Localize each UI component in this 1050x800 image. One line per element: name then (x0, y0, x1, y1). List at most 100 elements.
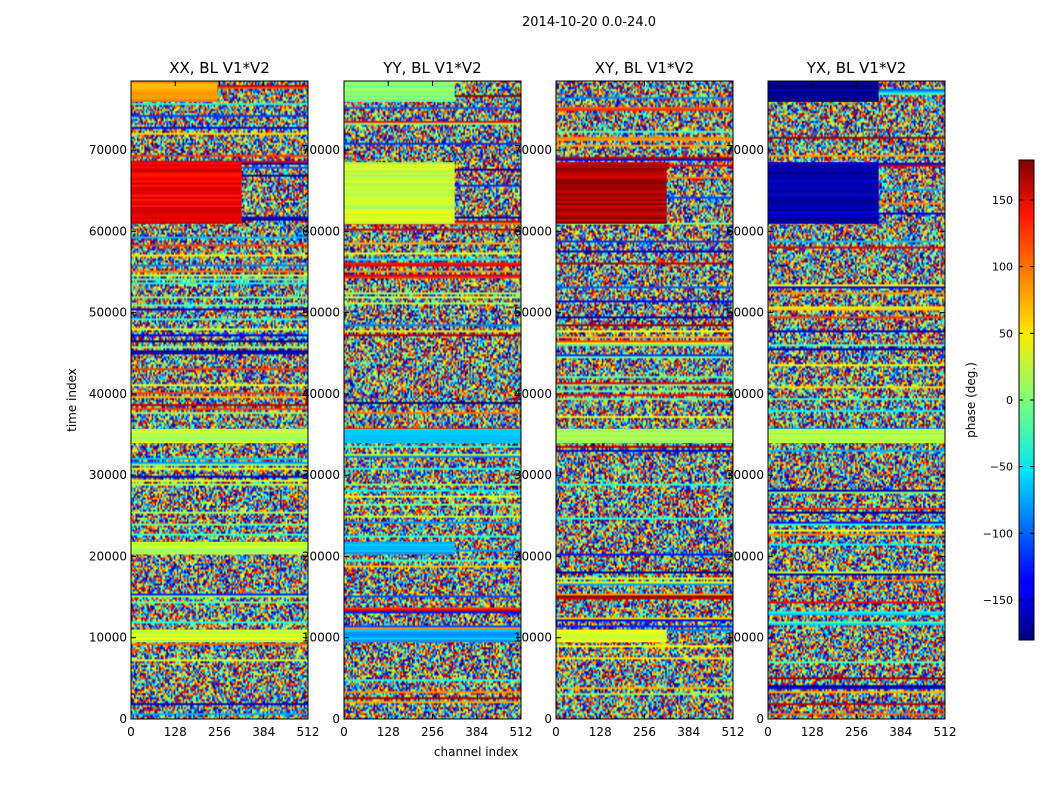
x-tick-label: 128 (377, 725, 400, 739)
phase-band-row (344, 629, 521, 633)
phase-band-row (344, 432, 521, 436)
phase-band-row (556, 180, 667, 184)
phase-band-row (556, 631, 667, 635)
phase-band-row (344, 551, 455, 555)
phase-band-row (556, 213, 667, 216)
phase-band-row (344, 93, 455, 96)
phase-band-row (768, 182, 879, 186)
phase-band-row (344, 91, 455, 94)
phase-band-row (768, 188, 879, 192)
y-tick-label: 70000 (726, 143, 764, 157)
phase-band-row (556, 633, 667, 637)
phase-band-row (131, 211, 242, 214)
phase-band-row (556, 168, 667, 171)
phase-band-row (131, 164, 242, 167)
phase-band-row (131, 202, 242, 206)
phase-band-row (556, 188, 667, 192)
phase-band-row (768, 196, 879, 200)
phase-band-row (556, 174, 667, 177)
heatmap-yx (768, 81, 945, 719)
phase-band-row (344, 639, 521, 643)
colorbar-tick-label: 150 (992, 194, 1013, 207)
phase-band-row (344, 97, 455, 100)
y-tick-label: 30000 (726, 468, 764, 482)
phase-band-row (131, 188, 242, 192)
phase-band-row (131, 200, 242, 204)
phase-band-row (344, 178, 455, 182)
phase-band-row (344, 81, 455, 84)
phase-band-row (344, 211, 455, 214)
phase-band-row (768, 217, 879, 220)
phase-band-row (768, 93, 879, 96)
y-tick-label: 20000 (726, 549, 764, 563)
x-tick-label: 0 (552, 725, 560, 739)
colorbar-ticks: −150 −100 −50 0 50 100 150 (983, 194, 1034, 607)
phase-band-row (131, 209, 242, 212)
x-tick-label: 0 (127, 725, 135, 739)
phase-band-row (131, 166, 242, 169)
phase-band-xx-1 (131, 81, 218, 102)
phase-band-row (768, 95, 879, 98)
phase-band-row (344, 186, 455, 190)
phase-band-row (344, 180, 455, 184)
phase-band-row (344, 221, 455, 224)
phase-band-yx-2 (768, 428, 945, 444)
phase-band-row (344, 182, 455, 186)
phase-band-row (344, 89, 455, 92)
phase-band-row (768, 436, 945, 440)
phase-band-row (768, 174, 879, 177)
y-axis-label: time index (65, 368, 79, 432)
phase-band-row (131, 221, 242, 224)
x-tick-label: 256 (208, 725, 231, 739)
phase-band-row (344, 168, 455, 171)
phase-band-yy-3 (344, 541, 455, 555)
phase-band-row (768, 180, 879, 184)
colorbar-tick-label: −50 (990, 461, 1013, 474)
phase-band-row (768, 172, 879, 175)
x-tick-label: 256 (845, 725, 868, 739)
phase-band-row (768, 219, 879, 222)
phase-band-row (768, 200, 879, 204)
phase-band-row (768, 204, 879, 208)
phase-band-row (344, 215, 455, 218)
panel-yy: YY, BL V1*V2 0 128 256 384 512 0 10000 20000 300… (302, 59, 533, 739)
phase-band-row (768, 87, 879, 90)
y-tick-label: 10000 (302, 631, 340, 645)
phase-band-row (131, 180, 242, 184)
phase-band-row (556, 162, 667, 165)
phase-band-row (556, 164, 667, 167)
phase-band-row (344, 176, 455, 180)
phase-band-row (131, 436, 308, 440)
heatmap-yy (344, 81, 521, 719)
phase-band-row (131, 428, 308, 432)
phase-band-yy-0 (344, 162, 455, 224)
phase-band-row (768, 440, 945, 444)
y-tick-label: 0 (756, 712, 764, 726)
phase-band-xy-1 (556, 428, 733, 444)
phase-band-yx-0 (768, 162, 879, 224)
phase-band-row (556, 438, 733, 442)
phase-band-row (131, 81, 218, 84)
phase-band-row (131, 213, 242, 216)
phase-band-row (768, 430, 945, 434)
phase-band-row (768, 213, 879, 216)
phase-band-row (344, 202, 455, 206)
phase-band-row (344, 99, 455, 102)
phase-band-row (768, 170, 879, 173)
phase-band-row (131, 174, 242, 177)
x-tick-label: 128 (164, 725, 187, 739)
phase-band-row (556, 202, 667, 206)
y-tick-label: 50000 (514, 306, 552, 320)
axis-ticks-yx: 0 128 256 384 512 0 10000 20000 30000 40000 50000 6… (726, 81, 956, 739)
phase-band-row (556, 176, 667, 180)
panel-title-xx: XX, BL V1*V2 (169, 59, 270, 77)
colorbar-tick-label: 50 (999, 327, 1013, 340)
phase-band-row (131, 440, 308, 444)
phase-band-row (131, 198, 242, 202)
phase-band-row (344, 184, 455, 188)
phase-band-row (768, 215, 879, 218)
phase-band-row (131, 633, 308, 637)
phase-band-row (131, 438, 308, 442)
phase-band-row (344, 206, 455, 210)
